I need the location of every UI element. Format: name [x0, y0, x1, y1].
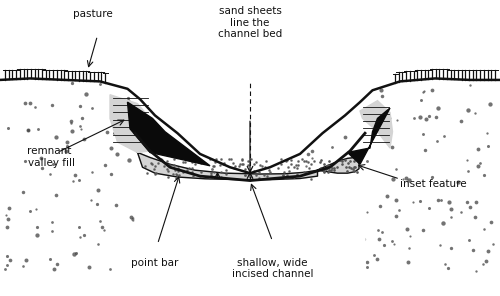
- Text: point bar: point bar: [132, 258, 178, 268]
- Polygon shape: [135, 133, 365, 296]
- Polygon shape: [348, 108, 390, 164]
- Text: sand sheets
line the
channel bed: sand sheets line the channel bed: [218, 6, 282, 39]
- Text: remnant
valley fill: remnant valley fill: [28, 146, 74, 168]
- Text: shallow, wide
incised channel: shallow, wide incised channel: [232, 258, 313, 279]
- Polygon shape: [110, 95, 152, 152]
- Polygon shape: [0, 78, 500, 296]
- Polygon shape: [138, 152, 318, 180]
- Polygon shape: [318, 157, 359, 173]
- Text: pasture: pasture: [72, 9, 112, 19]
- Polygon shape: [128, 102, 210, 166]
- Polygon shape: [360, 101, 392, 148]
- Text: inset feature: inset feature: [400, 178, 466, 189]
